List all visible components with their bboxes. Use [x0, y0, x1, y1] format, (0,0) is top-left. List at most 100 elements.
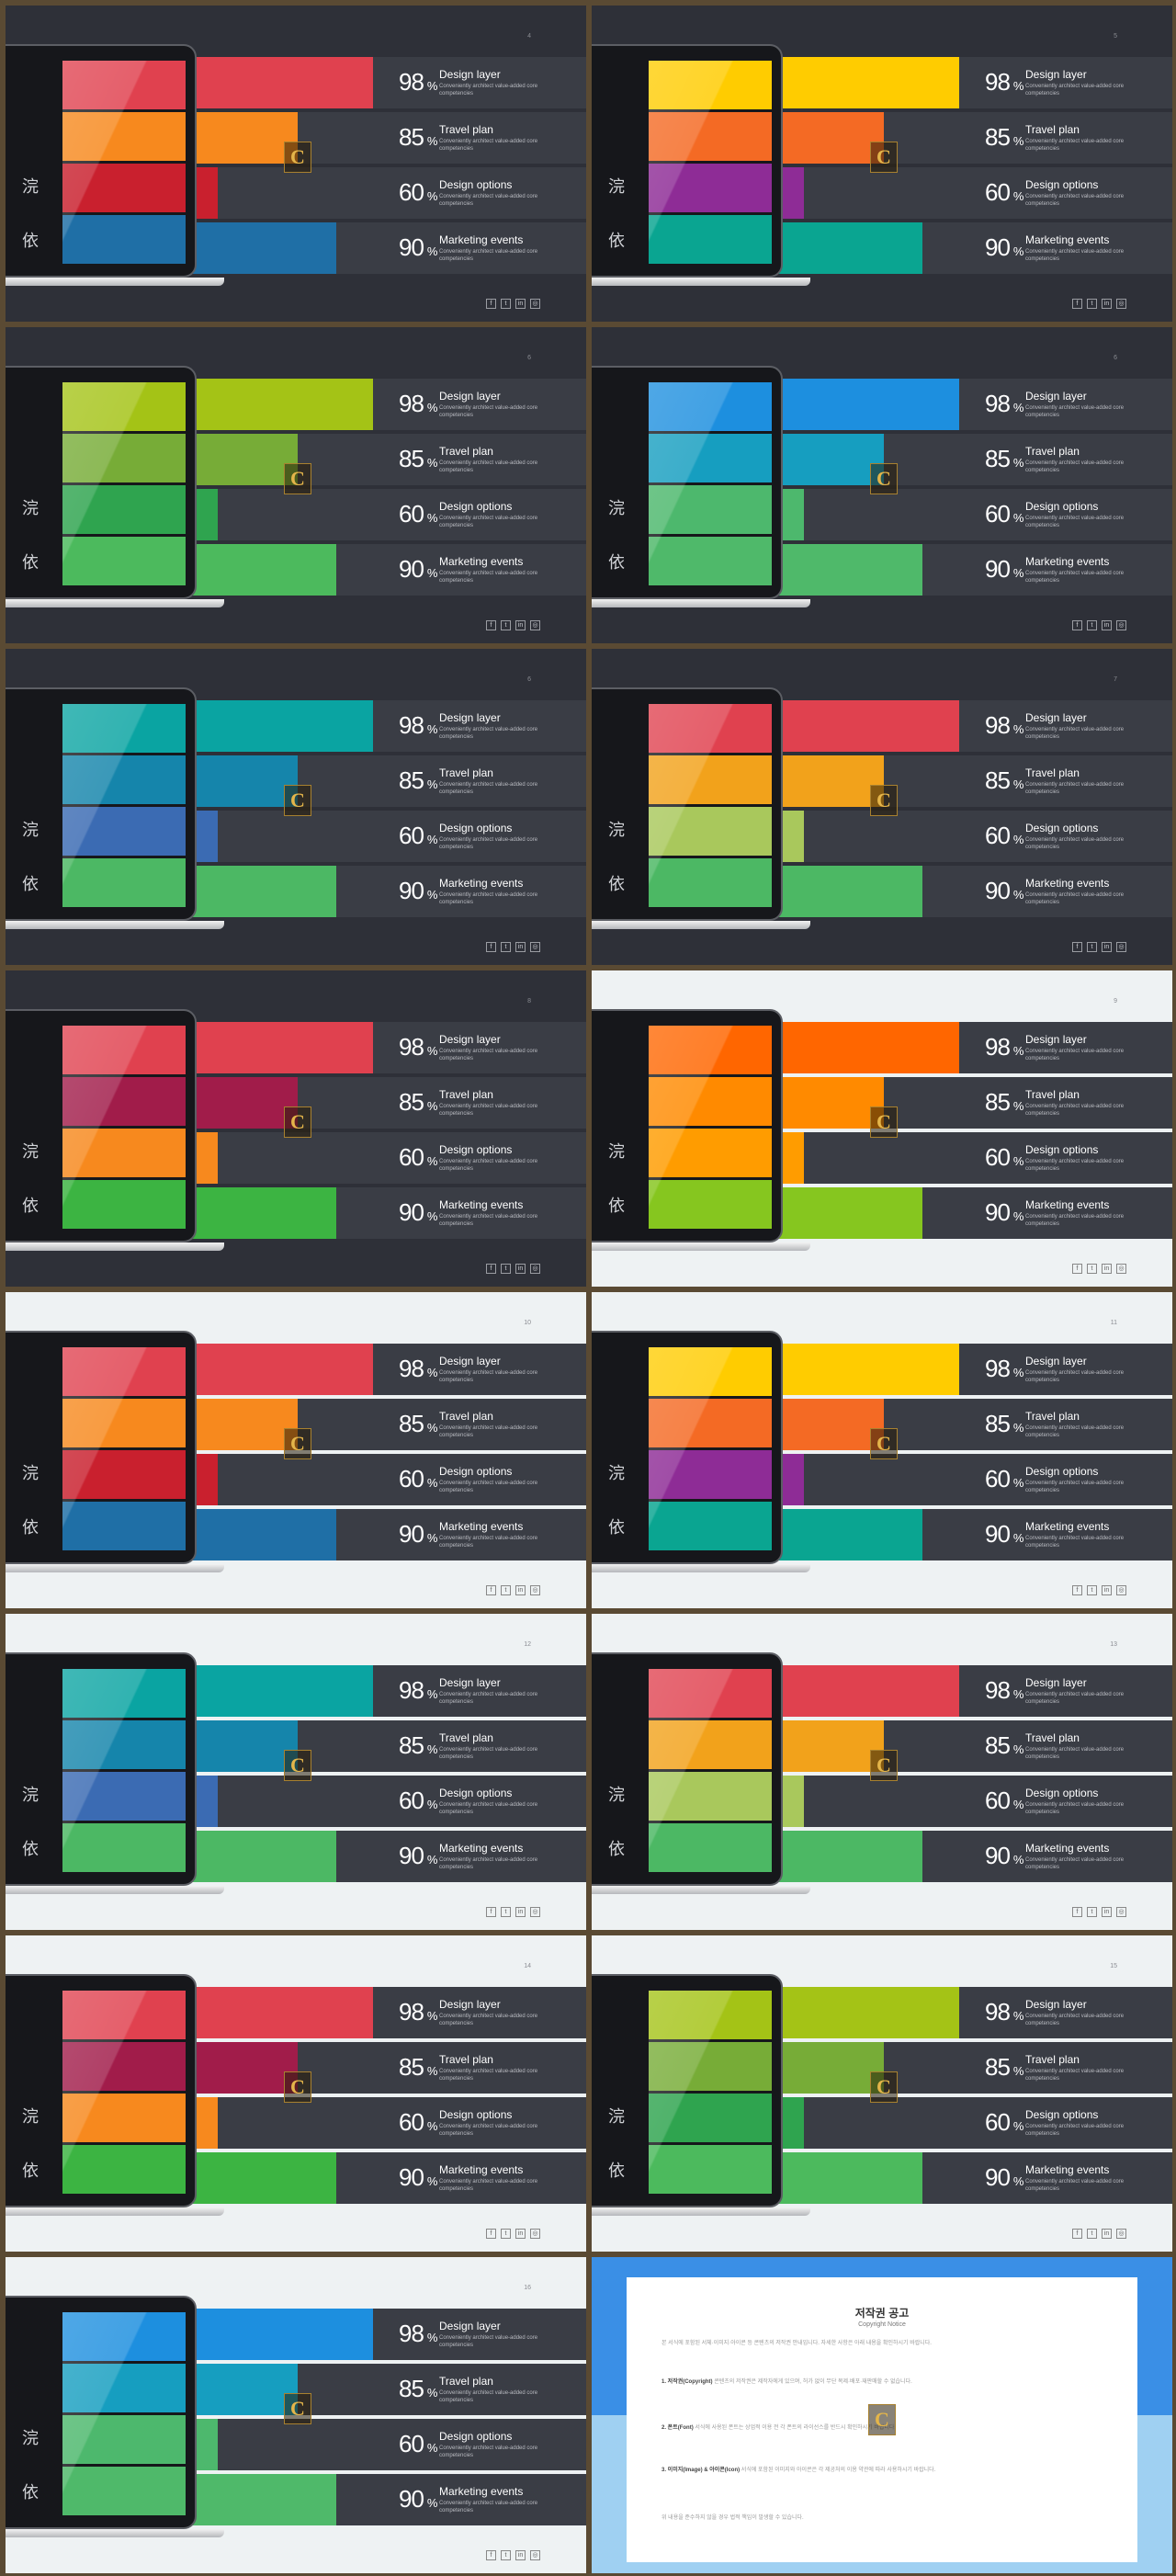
instagram-icon[interactable]: ◎ — [530, 620, 540, 630]
linkedin-icon[interactable]: in — [1102, 2229, 1112, 2239]
instagram-icon[interactable]: ◎ — [530, 942, 540, 952]
instagram-icon[interactable]: ◎ — [1116, 1907, 1126, 1917]
percent-value: 90% — [399, 1520, 438, 1549]
side-glyph: 浣 — [22, 177, 39, 196]
linkedin-icon[interactable]: in — [515, 1585, 526, 1595]
facebook-icon[interactable]: f — [1072, 1907, 1082, 1917]
percent-symbol: % — [426, 134, 438, 148]
item-title: Marketing events — [1025, 1520, 1110, 1533]
facebook-icon[interactable]: f — [1072, 620, 1082, 630]
facebook-icon[interactable]: f — [486, 942, 496, 952]
linkedin-icon[interactable]: in — [515, 620, 526, 630]
facebook-icon[interactable]: f — [1072, 299, 1082, 309]
twitter-icon[interactable]: t — [1087, 1585, 1097, 1595]
item-title: Design layer — [439, 390, 501, 403]
percent-number: 60 — [985, 822, 1011, 849]
logo-stamp: C — [870, 1428, 898, 1459]
linkedin-icon[interactable]: in — [515, 942, 526, 952]
instagram-icon[interactable]: ◎ — [1116, 942, 1126, 952]
percent-value: 85% — [985, 2053, 1023, 2082]
linkedin-icon[interactable]: in — [1102, 1907, 1112, 1917]
instagram-icon[interactable]: ◎ — [1116, 1585, 1126, 1595]
logo-letter: C — [876, 1110, 891, 1133]
linkedin-icon[interactable]: in — [515, 1264, 526, 1274]
facebook-icon[interactable]: f — [486, 1264, 496, 1274]
screen-band — [62, 2042, 186, 2091]
screen-band — [62, 382, 186, 431]
side-glyph: 依 — [22, 2483, 39, 2502]
twitter-icon[interactable]: t — [1087, 2229, 1097, 2239]
laptop-screen — [649, 1991, 772, 2195]
linkedin-icon[interactable]: in — [1102, 942, 1112, 952]
facebook-icon[interactable]: f — [486, 1585, 496, 1595]
item-title: Marketing events — [439, 233, 524, 246]
twitter-icon[interactable]: t — [501, 942, 511, 952]
twitter-icon[interactable]: t — [501, 1907, 511, 1917]
twitter-icon[interactable]: t — [1087, 1907, 1097, 1917]
twitter-icon[interactable]: t — [501, 620, 511, 630]
percent-number: 60 — [985, 1465, 1011, 1492]
linkedin-icon[interactable]: in — [515, 2550, 526, 2560]
instagram-icon[interactable]: ◎ — [530, 299, 540, 309]
item-title: Design options — [1025, 1787, 1099, 1799]
side-glyph: 依 — [608, 1840, 625, 1858]
linkedin-icon[interactable]: in — [1102, 620, 1112, 630]
social-links: f t in ◎ — [486, 620, 540, 630]
screen-band — [649, 1129, 772, 1177]
slide-10: 11 98% Design layer Conveniently architect … — [592, 1292, 1172, 1608]
linkedin-icon[interactable]: in — [515, 299, 526, 309]
instagram-icon[interactable]: ◎ — [530, 1264, 540, 1274]
twitter-icon[interactable]: t — [1087, 620, 1097, 630]
facebook-icon[interactable]: f — [486, 2229, 496, 2239]
instagram-icon[interactable]: ◎ — [1116, 2229, 1126, 2239]
social-links: f t in ◎ — [486, 2550, 540, 2560]
instagram-icon[interactable]: ◎ — [530, 2229, 540, 2239]
social-links: f t in ◎ — [1072, 1264, 1126, 1274]
facebook-icon[interactable]: f — [486, 2550, 496, 2560]
screen-band — [62, 1720, 186, 1769]
item-title: Design options — [1025, 822, 1099, 834]
linkedin-icon[interactable]: in — [1102, 1585, 1112, 1595]
linkedin-icon[interactable]: in — [515, 2229, 526, 2239]
instagram-icon[interactable]: ◎ — [1116, 620, 1126, 630]
percent-symbol: % — [426, 1531, 438, 1545]
twitter-icon[interactable]: t — [501, 1585, 511, 1595]
facebook-icon[interactable]: f — [486, 620, 496, 630]
twitter-icon[interactable]: t — [501, 1264, 511, 1274]
percent-number: 90 — [399, 1520, 424, 1548]
item-title: Design layer — [439, 1998, 501, 2011]
percent-number: 85 — [399, 1088, 424, 1116]
facebook-icon[interactable]: f — [486, 299, 496, 309]
twitter-icon[interactable]: t — [1087, 942, 1097, 952]
item-title: Marketing events — [1025, 2163, 1110, 2176]
twitter-icon[interactable]: t — [1087, 299, 1097, 309]
facebook-icon[interactable]: f — [1072, 1264, 1082, 1274]
twitter-icon[interactable]: t — [501, 299, 511, 309]
laptop-screen — [62, 1026, 186, 1230]
linkedin-icon[interactable]: in — [1102, 1264, 1112, 1274]
page-number: 6 — [527, 676, 531, 683]
side-glyph: 依 — [608, 2162, 625, 2180]
screen-glare — [649, 382, 772, 586]
instagram-icon[interactable]: ◎ — [1116, 1264, 1126, 1274]
facebook-icon[interactable]: f — [1072, 1585, 1082, 1595]
facebook-icon[interactable]: f — [486, 1907, 496, 1917]
instagram-icon[interactable]: ◎ — [530, 1585, 540, 1595]
facebook-icon[interactable]: f — [1072, 942, 1082, 952]
linkedin-icon[interactable]: in — [1102, 299, 1112, 309]
percent-number: 90 — [985, 877, 1011, 904]
instagram-icon[interactable]: ◎ — [530, 2550, 540, 2560]
twitter-icon[interactable]: t — [1087, 1264, 1097, 1274]
instagram-icon[interactable]: ◎ — [530, 1907, 540, 1917]
slide-14: 15 98% Design layer Conveniently architect … — [592, 1935, 1172, 2252]
twitter-icon[interactable]: t — [501, 2229, 511, 2239]
instagram-icon[interactable]: ◎ — [1116, 299, 1126, 309]
percent-number: 85 — [399, 445, 424, 472]
linkedin-icon[interactable]: in — [515, 1907, 526, 1917]
laptop-screen — [649, 1347, 772, 1551]
logo-letter: C — [876, 789, 891, 811]
laptop-base — [6, 1886, 224, 1894]
facebook-icon[interactable]: f — [1072, 2229, 1082, 2239]
item-title: Travel plan — [1025, 766, 1080, 779]
twitter-icon[interactable]: t — [501, 2550, 511, 2560]
